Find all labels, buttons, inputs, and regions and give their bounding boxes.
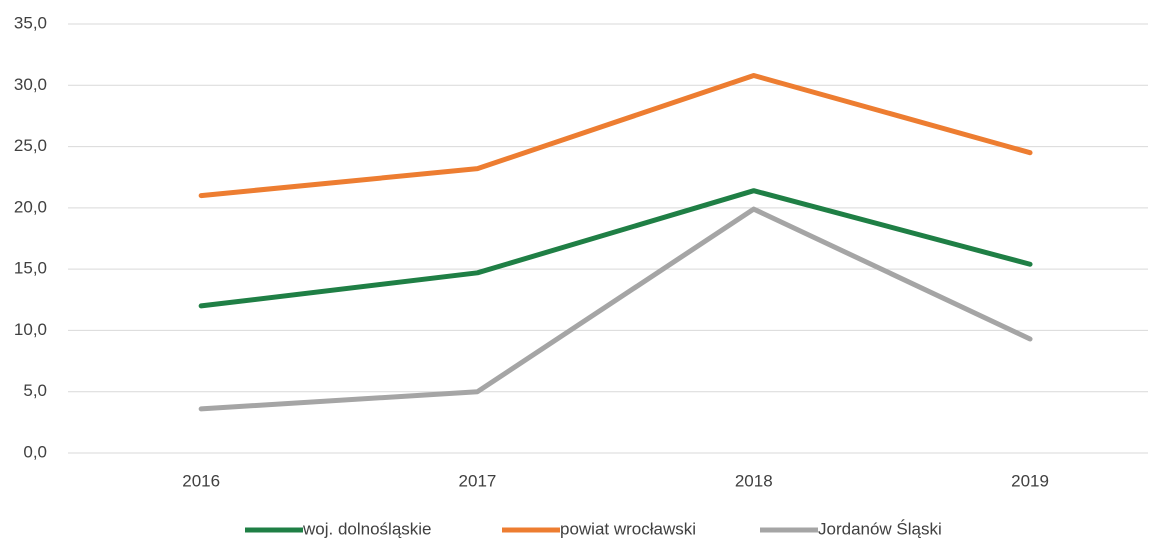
y-tick-label: 10,0 xyxy=(14,320,47,339)
series-line xyxy=(198,188,1033,309)
series-line xyxy=(198,206,1033,412)
y-tick-label: 5,0 xyxy=(23,381,47,400)
y-tick-label: 20,0 xyxy=(14,197,47,216)
x-tick-label: 2016 xyxy=(182,471,220,490)
x-tick-label: 2017 xyxy=(459,471,497,490)
x-tick-label: 2019 xyxy=(1011,471,1049,490)
legend-label: Jordanów Śląski xyxy=(818,519,942,538)
y-tick-label: 15,0 xyxy=(14,259,47,278)
legend-label: woj. dolnośląskie xyxy=(302,519,432,538)
y-tick-label: 0,0 xyxy=(23,442,47,461)
y-tick-label: 30,0 xyxy=(14,75,47,94)
y-tick-label: 25,0 xyxy=(14,136,47,155)
x-tick-label: 2018 xyxy=(735,471,773,490)
legend-label: powiat wrocławski xyxy=(560,519,696,538)
series-line xyxy=(198,72,1033,199)
y-tick-label: 35,0 xyxy=(14,13,47,32)
